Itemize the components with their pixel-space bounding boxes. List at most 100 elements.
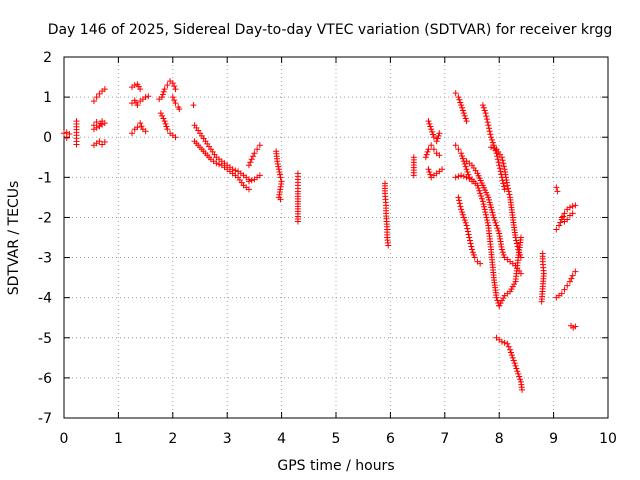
data-point	[513, 237, 520, 244]
data-point	[498, 297, 505, 304]
data-point	[568, 275, 575, 282]
data-point	[161, 86, 168, 93]
data-point	[131, 82, 138, 89]
data-point	[486, 128, 493, 135]
data-point	[164, 82, 171, 89]
data-point	[455, 173, 462, 180]
data-point	[485, 194, 492, 201]
data-point	[566, 278, 573, 285]
data-point	[461, 217, 468, 224]
data-point	[430, 146, 437, 153]
data-point	[256, 142, 263, 149]
y-tick-label: 2	[43, 50, 52, 66]
data-point	[509, 283, 516, 290]
data-point	[504, 182, 511, 189]
data-point	[247, 159, 254, 166]
data-point	[487, 131, 494, 138]
y-tick-labels: -7 -6 -5 -4 -3 -2 -1 0 1 2	[38, 50, 52, 427]
data-point	[469, 249, 476, 256]
chart-title: Day 146 of 2025, Sidereal Day-to-day VTE…	[48, 22, 613, 38]
data-point	[176, 106, 183, 113]
data-point	[277, 174, 284, 181]
x-tick-label: 9	[549, 431, 558, 447]
data-point	[509, 354, 516, 361]
data-point	[507, 288, 514, 295]
data-point	[488, 136, 495, 143]
data-point	[248, 177, 255, 184]
data-point	[515, 370, 522, 377]
data-point	[538, 298, 545, 305]
data-point	[468, 243, 475, 250]
data-point	[90, 126, 97, 133]
data-point	[463, 174, 470, 181]
data-point	[498, 338, 505, 345]
data-point	[458, 102, 465, 109]
data-point	[452, 174, 459, 181]
data-point	[457, 99, 464, 106]
data-point	[461, 112, 468, 119]
data-point	[462, 163, 469, 170]
data-point	[426, 120, 433, 127]
data-point	[499, 249, 506, 256]
data-point	[142, 128, 149, 135]
data-point	[426, 168, 433, 175]
data-point	[99, 121, 106, 128]
data-point	[553, 184, 560, 191]
data-point	[61, 130, 67, 137]
data-point	[245, 186, 252, 193]
x-tick-label: 3	[223, 431, 232, 447]
data-point	[465, 231, 472, 238]
data-point	[476, 187, 483, 194]
data-point	[161, 118, 168, 125]
data-point	[479, 198, 486, 205]
data-point	[485, 122, 492, 129]
data-point	[554, 188, 561, 195]
data-point	[275, 166, 282, 173]
data-point	[232, 167, 239, 174]
data-point	[459, 104, 466, 111]
data-point	[467, 240, 474, 247]
data-point	[494, 156, 501, 163]
data-point	[245, 178, 252, 185]
data-point	[436, 130, 443, 137]
data-point	[216, 161, 223, 168]
data-point	[172, 86, 179, 93]
data-point	[553, 226, 560, 233]
data-point	[569, 272, 576, 279]
data-point	[456, 200, 463, 207]
data-point	[385, 242, 392, 249]
data-point	[484, 119, 491, 126]
data-point	[134, 102, 141, 109]
data-point	[248, 156, 255, 163]
data-point	[481, 206, 488, 213]
data-point	[169, 80, 176, 87]
data-point	[474, 182, 481, 189]
data-point	[101, 86, 108, 93]
y-tick-label: -4	[38, 291, 52, 307]
data-point	[142, 94, 149, 101]
data-point	[159, 112, 166, 119]
data-point	[433, 138, 440, 145]
data-point	[458, 150, 465, 157]
data-point	[452, 90, 459, 97]
data-point	[434, 135, 441, 142]
data-point	[501, 339, 508, 346]
data-point	[171, 83, 178, 90]
data-point	[488, 204, 495, 211]
data-point	[572, 202, 579, 209]
data-point	[510, 357, 517, 364]
data-point	[459, 155, 466, 162]
data-point	[513, 240, 520, 247]
y-tick-label: -7	[38, 411, 52, 427]
data-point	[483, 116, 490, 123]
data-point	[490, 145, 497, 152]
data-point	[435, 132, 442, 139]
data-point	[501, 186, 508, 193]
data-point	[558, 290, 565, 297]
data-point	[274, 160, 281, 167]
y-tick-label: -5	[38, 331, 52, 347]
data-point	[561, 210, 568, 217]
data-point	[256, 172, 263, 179]
data-point	[459, 209, 466, 216]
